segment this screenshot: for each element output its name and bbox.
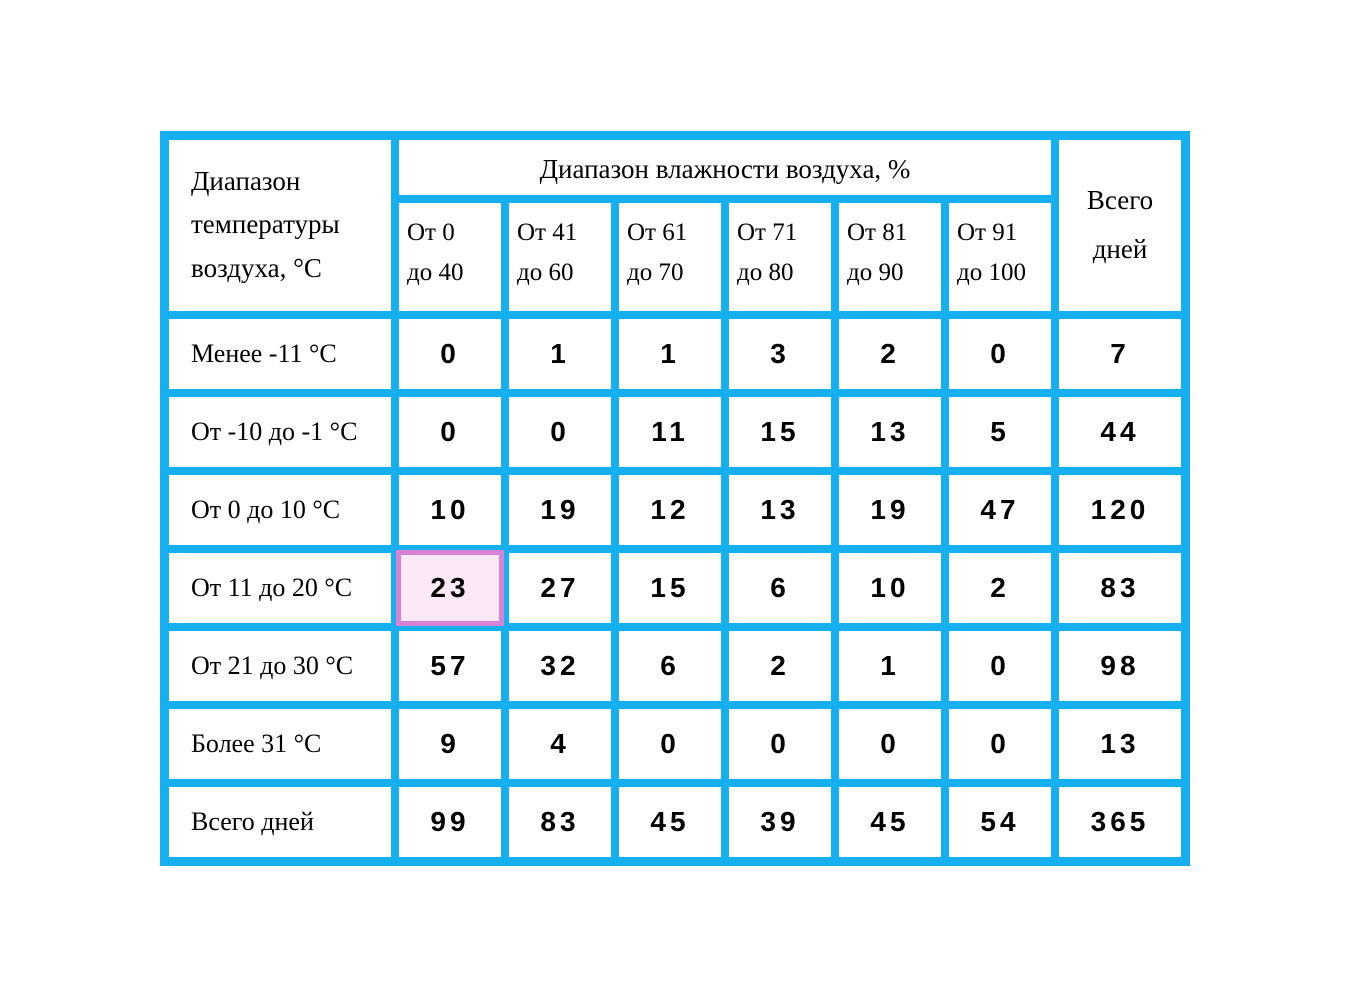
cell: 0 [945,315,1055,393]
row-total: 13 [1055,705,1185,783]
cell: 0 [945,705,1055,783]
humidity-col-4: От 81до 90 [835,199,945,315]
cell: 1 [505,315,615,393]
cell: 13 [835,393,945,471]
table-row: От 21 до 30 °C5732621098 [165,627,1185,705]
cell: 19 [505,471,615,549]
cell: 2 [945,549,1055,627]
cell: 57 [395,627,505,705]
total-days-header-line2: дней [1093,234,1148,264]
table-row: Более 31 °C94000013 [165,705,1185,783]
cell: 0 [395,315,505,393]
humidity-col-1: От 41до 60 [505,199,615,315]
row-label: От 11 до 20 °C [165,549,395,627]
cell: 11 [615,393,725,471]
cell: 4 [505,705,615,783]
temperature-range-header: Диапазон температуры воздуха, °C [165,136,395,315]
cell: 15 [725,393,835,471]
total-days-header: Всего дней [1055,136,1185,315]
row-total: 7 [1055,315,1185,393]
cell: 10 [395,471,505,549]
cell: 9 [395,705,505,783]
cell: 5 [945,393,1055,471]
humidity-col-3: От 71до 80 [725,199,835,315]
table-body: Менее -11 °C0113207От -10 до -1 °C001115… [165,315,1185,861]
table-row: От 0 до 10 °C101912131947120 [165,471,1185,549]
cell: 0 [945,627,1055,705]
cell: 32 [505,627,615,705]
humidity-col-5: От 91до 100 [945,199,1055,315]
cell: 12 [615,471,725,549]
cell: 6 [615,627,725,705]
cell: 27 [505,549,615,627]
cell: 0 [835,705,945,783]
row-label: От 21 до 30 °C [165,627,395,705]
cell: 39 [725,783,835,861]
data-table: Диапазон температуры воздуха, °C Диапазо… [160,131,1190,866]
cell: 13 [725,471,835,549]
table-row: От 11 до 20 °C232715610283 [165,549,1185,627]
cell: 15 [615,549,725,627]
table-row: Всего дней998345394554365 [165,783,1185,861]
cell: 0 [395,393,505,471]
cell: 19 [835,471,945,549]
humidity-col-0: От 0до 40 [395,199,505,315]
cell: 45 [615,783,725,861]
cell: 99 [395,783,505,861]
row-total: 120 [1055,471,1185,549]
cell: 45 [835,783,945,861]
total-days-header-line1: Всего [1087,185,1153,215]
table-row: Менее -11 °C0113207 [165,315,1185,393]
cell: 6 [725,549,835,627]
cell: 47 [945,471,1055,549]
row-total: 44 [1055,393,1185,471]
row-label: Более 31 °C [165,705,395,783]
cell: 23 [395,549,505,627]
cell: 0 [725,705,835,783]
row-label: От 0 до 10 °C [165,471,395,549]
cell: 2 [725,627,835,705]
row-total: 365 [1055,783,1185,861]
cell: 10 [835,549,945,627]
humidity-col-2: От 61до 70 [615,199,725,315]
cell: 1 [615,315,725,393]
row-total: 83 [1055,549,1185,627]
row-total: 98 [1055,627,1185,705]
humidity-range-header: Диапазон влажности воздуха, % [395,136,1055,199]
cell: 1 [835,627,945,705]
cell: 0 [615,705,725,783]
climate-table: Диапазон температуры воздуха, °C Диапазо… [160,131,1190,866]
cell: 54 [945,783,1055,861]
cell: 2 [835,315,945,393]
table-row: От -10 до -1 °C00111513544 [165,393,1185,471]
row-label: От -10 до -1 °C [165,393,395,471]
cell: 0 [505,393,615,471]
row-label: Менее -11 °C [165,315,395,393]
row-label: Всего дней [165,783,395,861]
cell: 83 [505,783,615,861]
cell: 3 [725,315,835,393]
